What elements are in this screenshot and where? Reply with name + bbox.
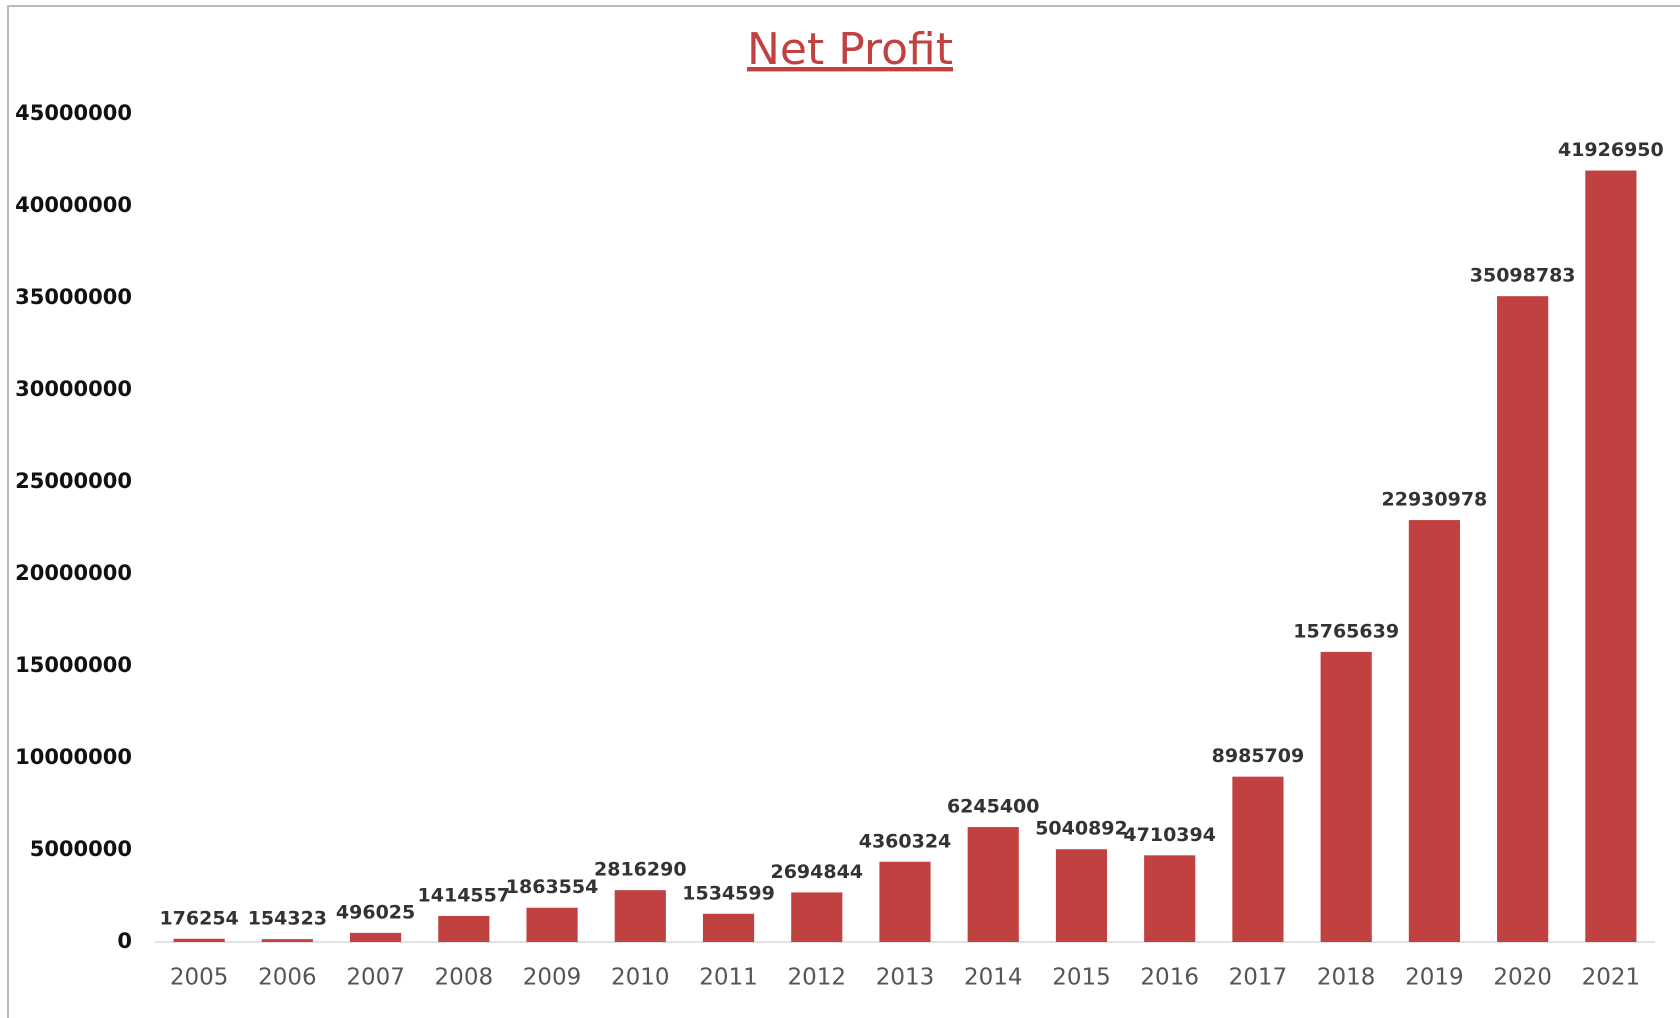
data-label: 1534599	[682, 882, 775, 904]
x-tick-label: 2009	[523, 965, 582, 991]
data-label: 5040892	[1035, 818, 1128, 840]
x-tick-label: 2006	[258, 965, 317, 991]
bar	[791, 892, 843, 942]
x-tick-label: 2021	[1582, 965, 1641, 991]
bar	[967, 827, 1019, 942]
bar	[438, 915, 490, 942]
x-tick-label: 2017	[1229, 965, 1288, 991]
y-tick-label: 25000000	[15, 469, 132, 493]
x-tick-label: 2014	[964, 965, 1023, 991]
data-label: 1863554	[506, 876, 599, 898]
bar	[173, 938, 225, 942]
bar	[1585, 170, 1637, 942]
y-tick-label: 0	[117, 929, 132, 953]
chart-title: Net Profit	[747, 24, 953, 75]
bar	[1144, 855, 1196, 942]
y-tick-label: 45000000	[15, 101, 132, 125]
data-label: 154323	[248, 908, 327, 930]
x-tick-label: 2013	[876, 965, 935, 991]
bar	[702, 913, 755, 942]
data-label: 4360324	[859, 830, 952, 852]
y-tick-label: 35000000	[15, 285, 132, 309]
bar	[614, 890, 666, 942]
bar	[1408, 520, 1460, 942]
data-label: 22930978	[1382, 489, 1488, 511]
x-tick-label: 2020	[1493, 965, 1552, 991]
bar	[1232, 776, 1284, 942]
x-tick-label: 2007	[346, 965, 405, 991]
y-tick-label: 15000000	[15, 653, 132, 677]
data-label: 176254	[159, 907, 238, 929]
bar	[526, 907, 578, 942]
data-label: 2694844	[770, 861, 863, 883]
x-tick-label: 2016	[1140, 965, 1199, 991]
x-tick-label: 2005	[170, 965, 229, 991]
bar	[879, 861, 931, 942]
data-label: 6245400	[947, 796, 1040, 818]
bar	[350, 932, 402, 942]
frame	[7, 5, 1680, 1018]
bar	[1320, 651, 1372, 942]
data-label: 2816290	[594, 859, 687, 881]
x-tick-label: 2015	[1052, 965, 1111, 991]
x-tick-label: 2018	[1317, 965, 1376, 991]
y-tick-label: 40000000	[15, 193, 132, 217]
bar	[1055, 849, 1108, 942]
y-tick-label: 10000000	[15, 745, 132, 769]
data-label: 1414557	[418, 884, 511, 906]
x-tick-label: 2008	[435, 965, 494, 991]
x-tick-label: 2019	[1405, 965, 1464, 991]
y-tick-label: 20000000	[15, 561, 132, 585]
data-label: 35098783	[1470, 265, 1576, 287]
y-tick-label: 5000000	[30, 837, 132, 861]
x-tick-label: 2010	[611, 965, 670, 991]
bar	[261, 939, 313, 942]
bar	[1497, 296, 1549, 943]
x-tick-label: 2011	[699, 965, 758, 991]
y-tick-label: 30000000	[15, 377, 132, 401]
data-label: 15765639	[1293, 620, 1399, 642]
data-label: 4710394	[1123, 824, 1216, 846]
data-label: 496025	[336, 901, 415, 923]
x-tick-label: 2012	[787, 965, 846, 991]
data-label: 41926950	[1558, 139, 1664, 161]
data-label: 8985709	[1212, 745, 1305, 767]
